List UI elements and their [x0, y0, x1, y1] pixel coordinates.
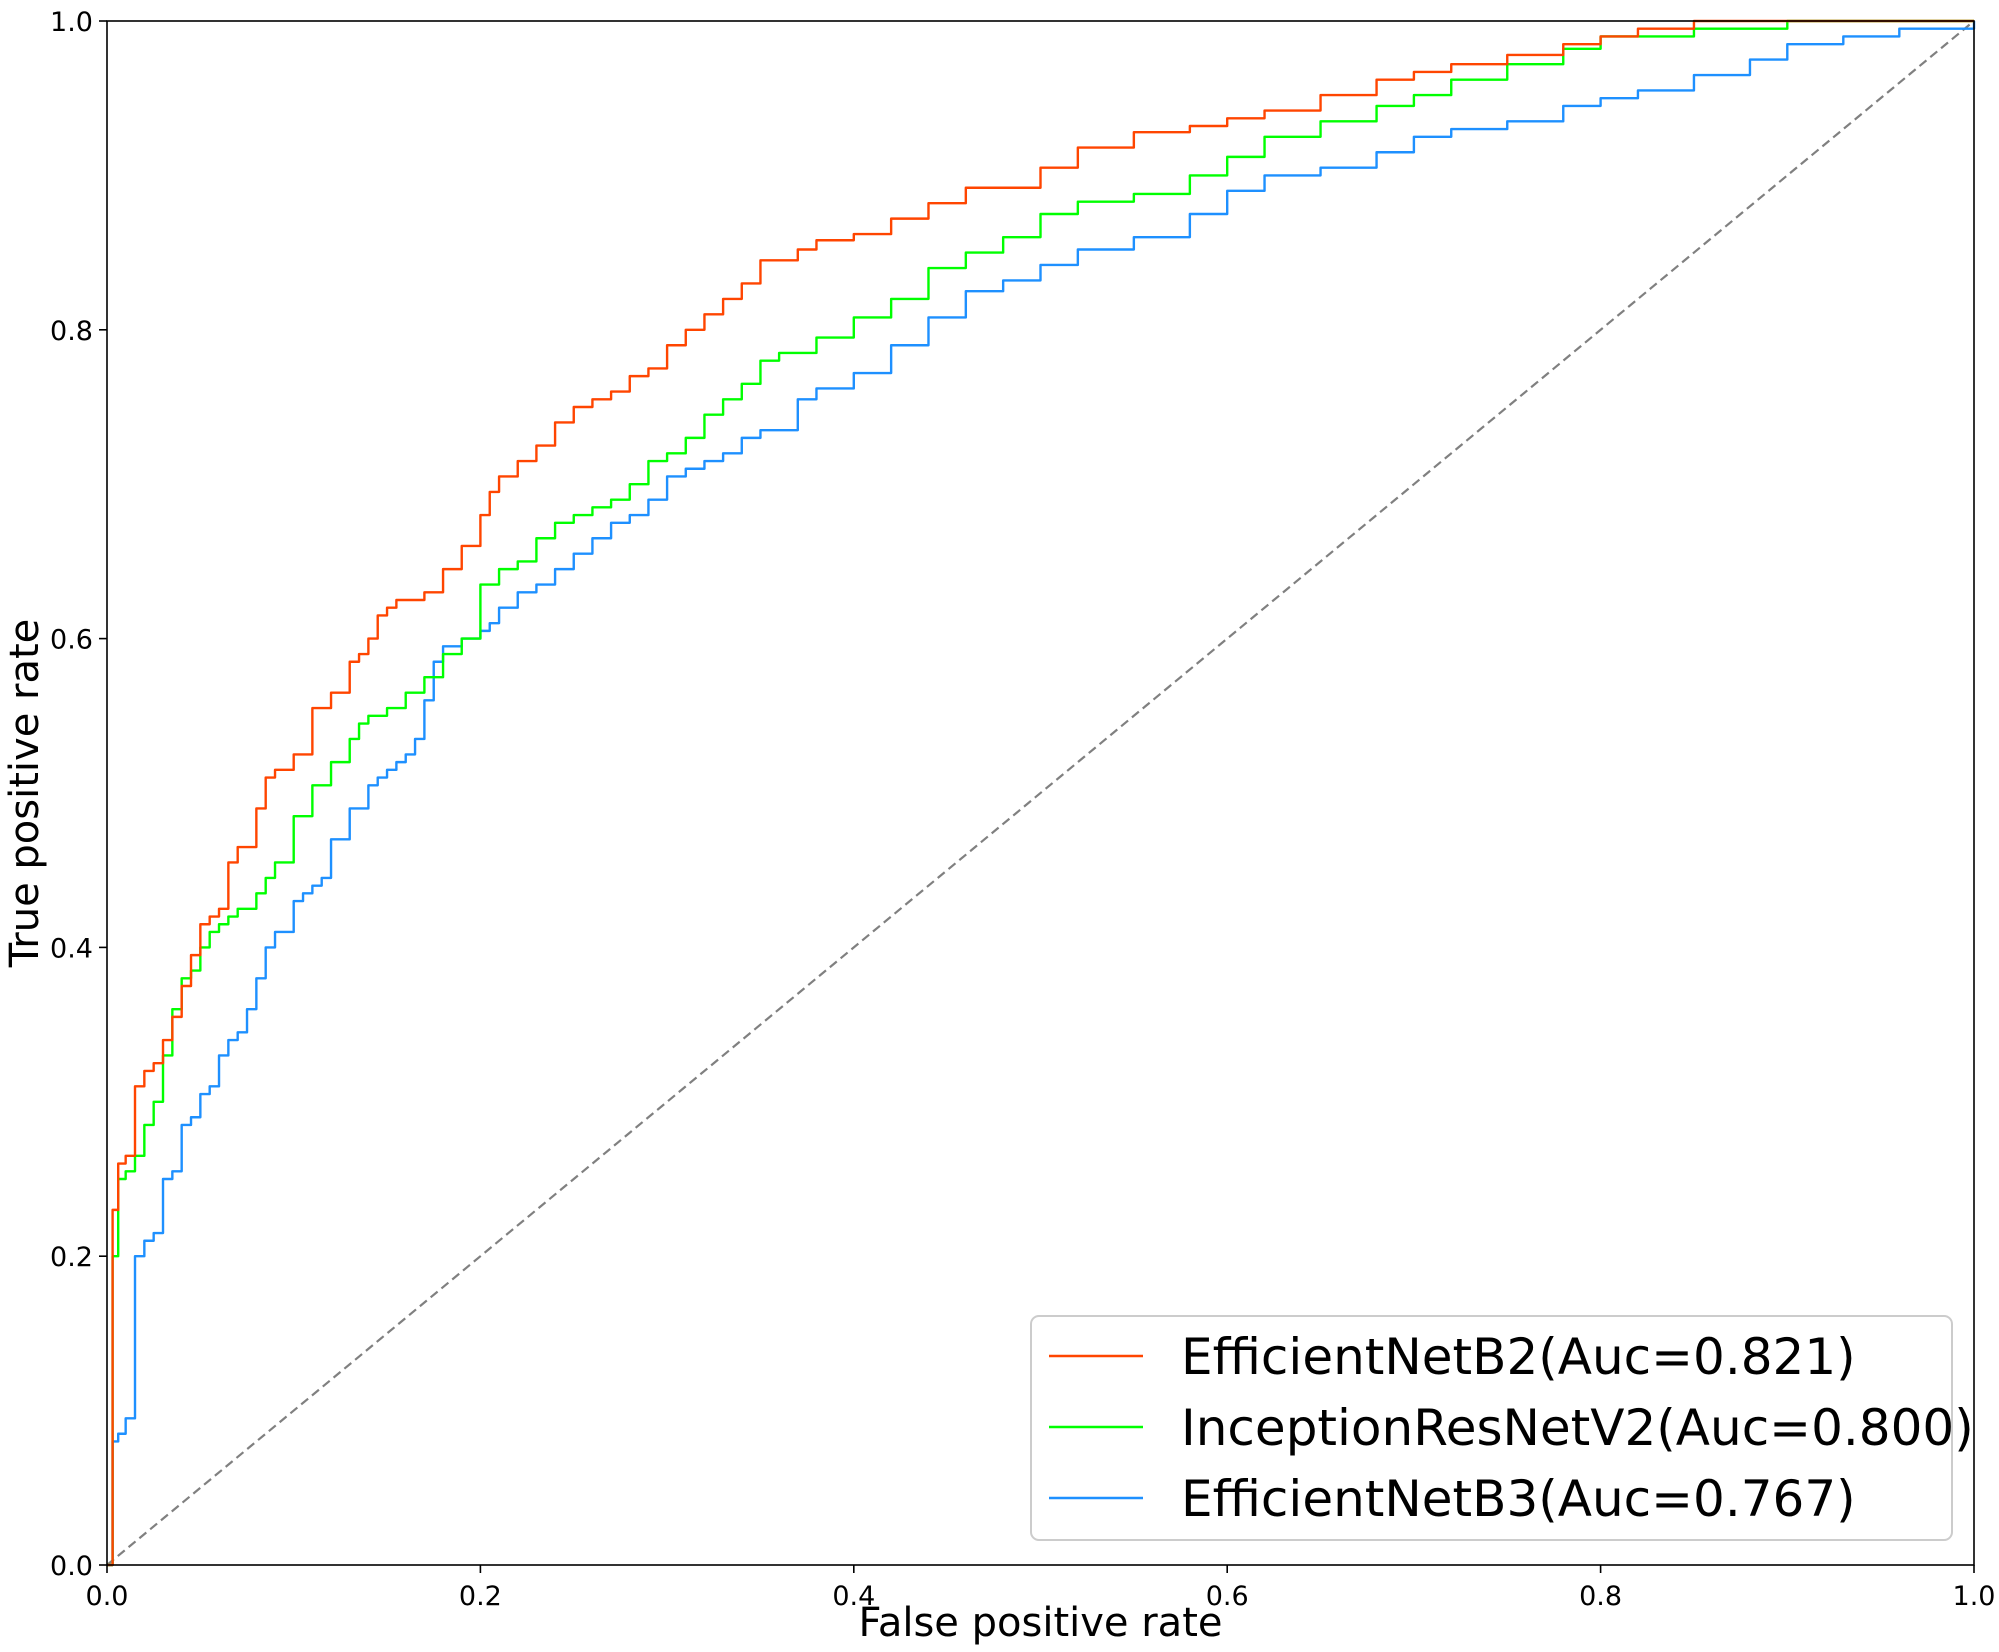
series-line-0: [107, 19, 1974, 1567]
x-tick-label: 0.8: [1579, 1581, 1622, 1612]
y-axis-title: True positive rate: [2, 619, 48, 969]
y-axis: 0.0 0.2 0.4 0.6 0.8 1.0: [50, 7, 107, 1582]
x-tick-label: 0.4: [832, 1581, 875, 1612]
legend-entry-0: EfficientNetB2(Auc=0.821): [1181, 1328, 1856, 1386]
plot-area: [106, 19, 1976, 1567]
plot-frame: [106, 20, 1975, 1566]
x-tick-label: 0.0: [86, 1581, 129, 1612]
legend-box: [1030, 1315, 1953, 1541]
y-tick-label: 0.2: [50, 1242, 93, 1273]
y-tick-label: 0.0: [50, 1551, 93, 1582]
series-line-1: [107, 19, 1974, 1567]
x-tick-label: 0.6: [1206, 1581, 1249, 1612]
x-tick-label: 1.0: [1953, 1581, 1996, 1612]
legend-entry-1: InceptionResNetV2(Auc=0.800): [1181, 1399, 1974, 1457]
legend-entry-2: EfficientNetB3(Auc=0.767): [1181, 1470, 1856, 1528]
x-axis: 0.0 0.2 0.4 0.6 0.8 1.0: [86, 1565, 1996, 1612]
x-tick-label: 0.2: [459, 1581, 502, 1612]
y-tick-label: 0.6: [50, 625, 93, 656]
x-axis-title: False positive rate: [859, 1600, 1223, 1646]
legend: EfficientNetB2(Auc=0.821) InceptionResNet…: [1030, 1315, 1974, 1541]
y-tick-label: 0.4: [50, 933, 93, 964]
series-line-2: [107, 21, 1976, 1567]
y-tick-label: 1.0: [50, 7, 93, 38]
reference-diagonal-line: [106, 20, 1975, 1566]
y-tick-label: 0.8: [50, 316, 93, 347]
